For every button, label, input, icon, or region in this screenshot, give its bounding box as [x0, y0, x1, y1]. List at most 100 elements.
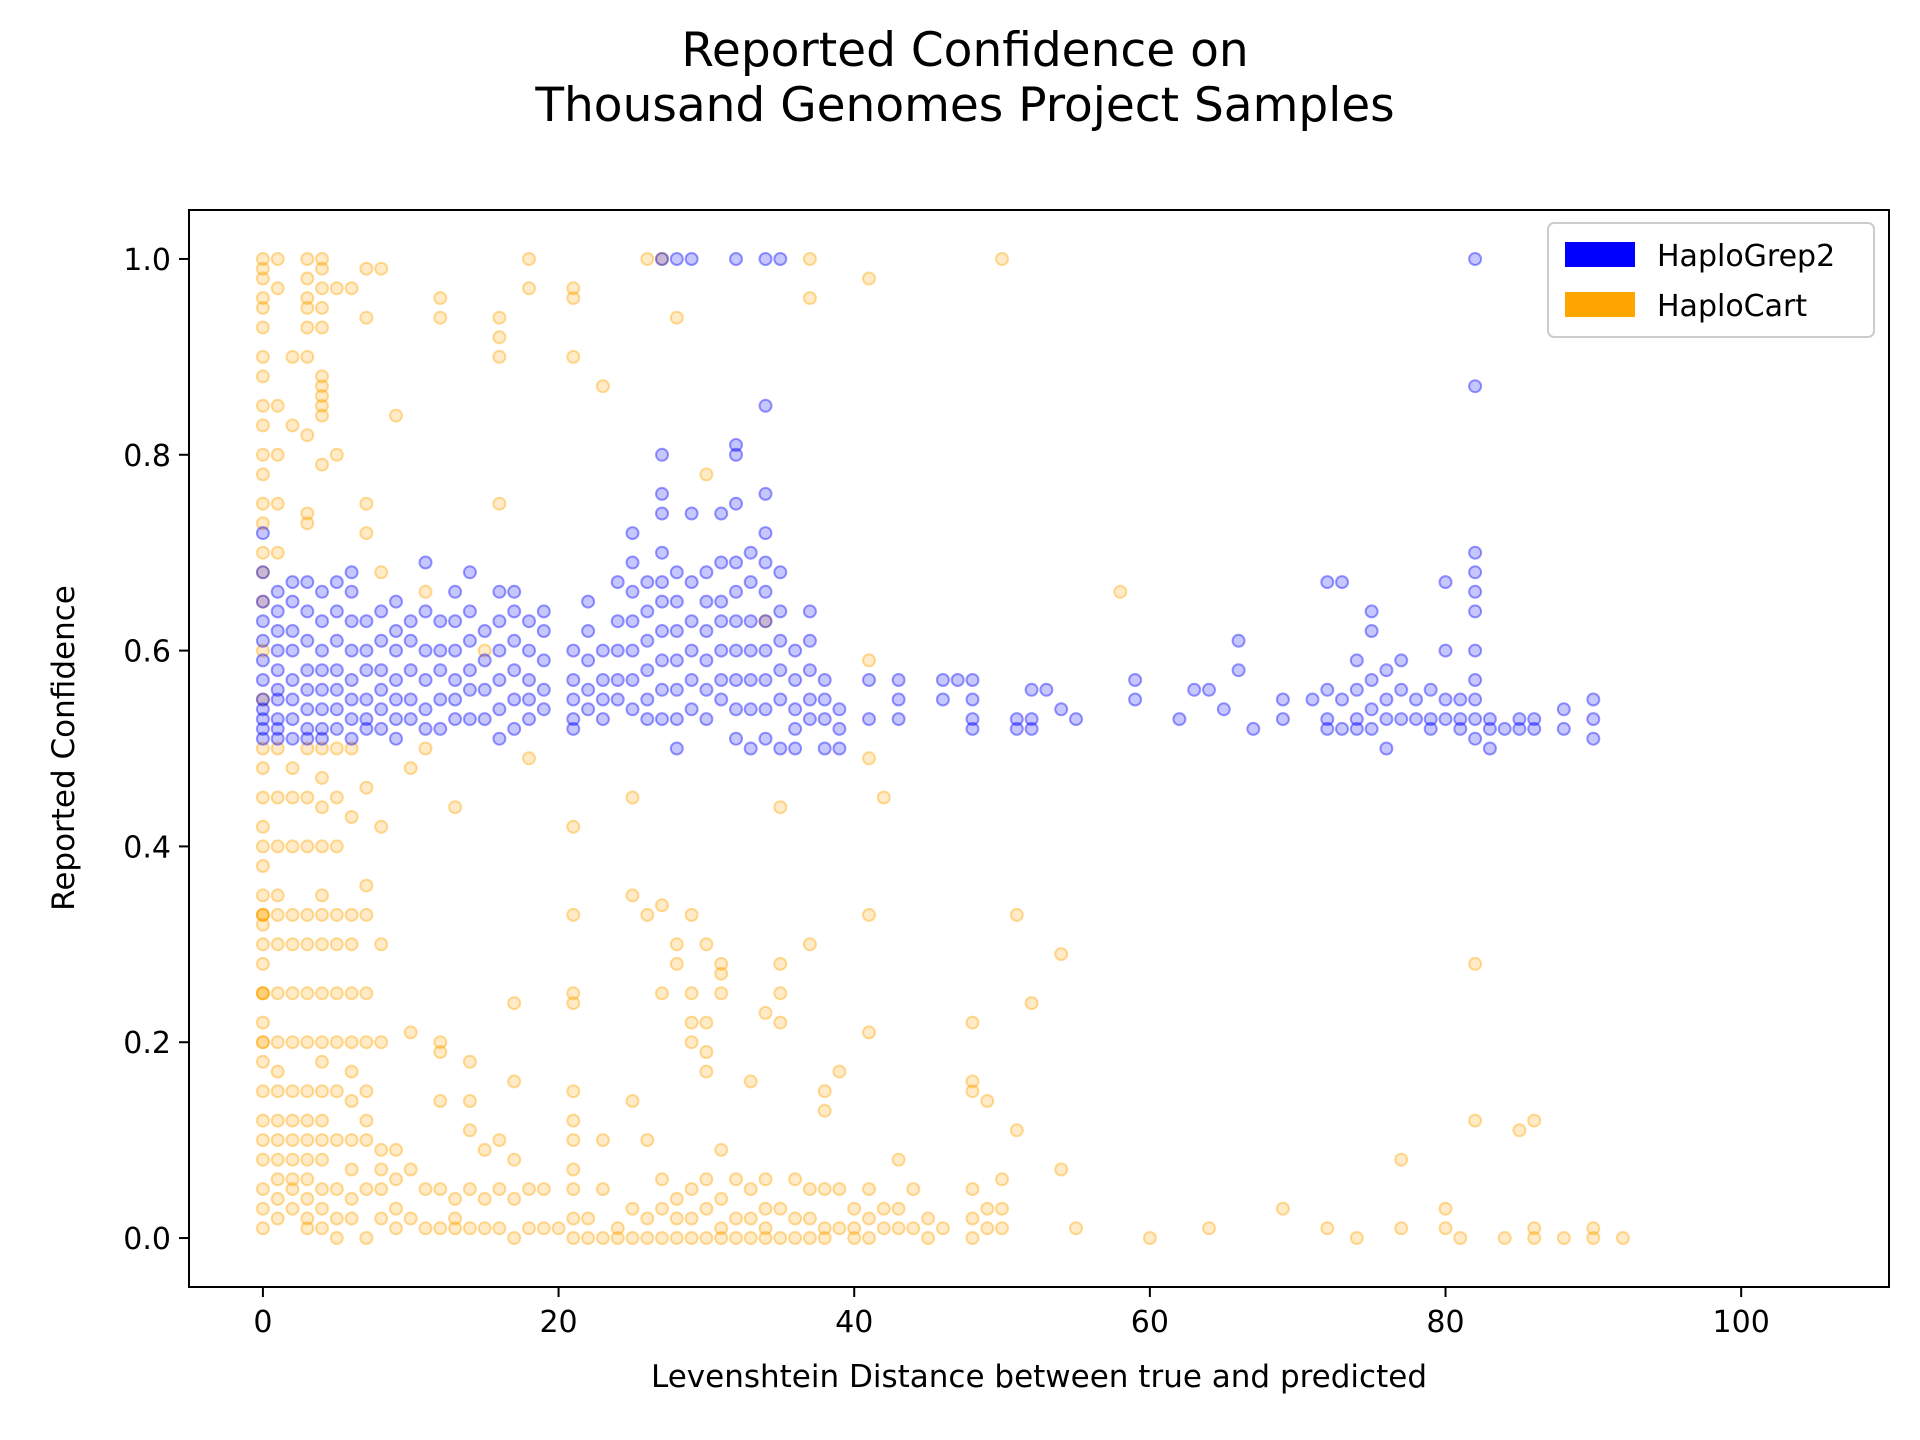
data-point [329, 1211, 344, 1226]
data-point [329, 986, 344, 1001]
data-point [403, 1025, 418, 1040]
data-point [359, 986, 374, 1001]
data-point [359, 1113, 374, 1128]
data-point [1586, 1231, 1601, 1245]
data-point [743, 673, 758, 687]
data-point [995, 252, 1009, 266]
data-point [389, 408, 403, 423]
data-point [655, 898, 669, 913]
data-point [980, 1094, 995, 1108]
data-point [300, 1035, 315, 1050]
data-point [1556, 1231, 1571, 1245]
data-point [315, 731, 329, 746]
data-point [817, 1103, 832, 1118]
data-point [1335, 575, 1349, 590]
data-point [270, 643, 285, 658]
data-point [832, 1064, 847, 1079]
data-point [329, 741, 344, 756]
data-point [359, 1231, 374, 1245]
data-point [300, 663, 315, 678]
data-point [1364, 624, 1379, 638]
data-point [862, 1025, 876, 1040]
data-point [743, 545, 758, 560]
data-point [729, 643, 743, 658]
data-point [743, 1182, 758, 1197]
series-haplogrep2 [255, 252, 1601, 756]
data-point [315, 986, 329, 1001]
data-point [802, 291, 817, 306]
data-point [507, 633, 522, 648]
data-point [315, 1182, 329, 1197]
data-point [389, 643, 403, 658]
data-point [1069, 1221, 1083, 1236]
data-point [462, 1054, 477, 1069]
data-point [359, 1035, 374, 1050]
data-point [758, 614, 773, 629]
data-point [522, 643, 536, 658]
data-point [640, 575, 655, 590]
data-point [255, 467, 270, 482]
data-point [891, 1152, 906, 1167]
data-point [255, 692, 270, 707]
data-point [344, 741, 359, 756]
data-point [389, 1142, 403, 1157]
data-point [255, 986, 270, 1001]
data-point [714, 956, 729, 971]
data-point [344, 584, 359, 599]
data-point [684, 1231, 699, 1245]
data-point [255, 653, 270, 668]
data-point [1364, 604, 1379, 619]
data-point [359, 721, 374, 736]
data-point [433, 614, 448, 629]
x-axis-label: Levenshtein Distance between true and pr… [651, 1359, 1427, 1395]
data-point [640, 692, 655, 707]
data-point [255, 1084, 270, 1099]
data-point [1349, 653, 1364, 668]
data-point [255, 320, 270, 335]
data-point [921, 1231, 936, 1245]
data-point [1335, 721, 1349, 736]
chart-title-line-1: Reported Confidence on [681, 23, 1248, 78]
data-point [699, 1231, 714, 1245]
data-point [1024, 682, 1039, 697]
data-point [773, 663, 788, 678]
data-point [729, 1231, 743, 1245]
data-point [832, 702, 847, 717]
data-point [255, 565, 270, 580]
data-point [566, 692, 581, 707]
data-point [1069, 712, 1083, 727]
data-point [374, 663, 389, 678]
data-point [1394, 1221, 1409, 1236]
data-point [566, 1162, 581, 1177]
data-point [270, 721, 285, 736]
data-point [655, 712, 669, 727]
data-point [1468, 692, 1483, 707]
data-point [684, 1035, 699, 1050]
data-point [329, 633, 344, 648]
data-point [315, 1201, 329, 1216]
data-point [714, 1221, 729, 1236]
data-point [802, 712, 817, 727]
data-point [773, 1201, 788, 1216]
points-layer [255, 252, 1630, 1245]
data-point [255, 1201, 270, 1216]
data-point [1497, 1231, 1512, 1245]
data-point [329, 682, 344, 697]
data-point [315, 300, 329, 315]
y-tick-label: 0.6 [123, 635, 171, 670]
data-point [270, 790, 285, 805]
data-point [1586, 731, 1601, 746]
data-point [374, 682, 389, 697]
data-point [655, 252, 669, 266]
data-point [270, 1211, 285, 1226]
data-point [1275, 1201, 1290, 1216]
data-point [788, 1231, 803, 1245]
y-axis: 0.0 0.2 0.4 0.6 0.8 1.0 [123, 243, 189, 1257]
data-point [255, 398, 270, 413]
data-point [329, 575, 344, 590]
data-point [965, 1231, 980, 1245]
data-point [758, 1231, 773, 1245]
data-point [270, 281, 285, 296]
data-point [699, 1201, 714, 1216]
